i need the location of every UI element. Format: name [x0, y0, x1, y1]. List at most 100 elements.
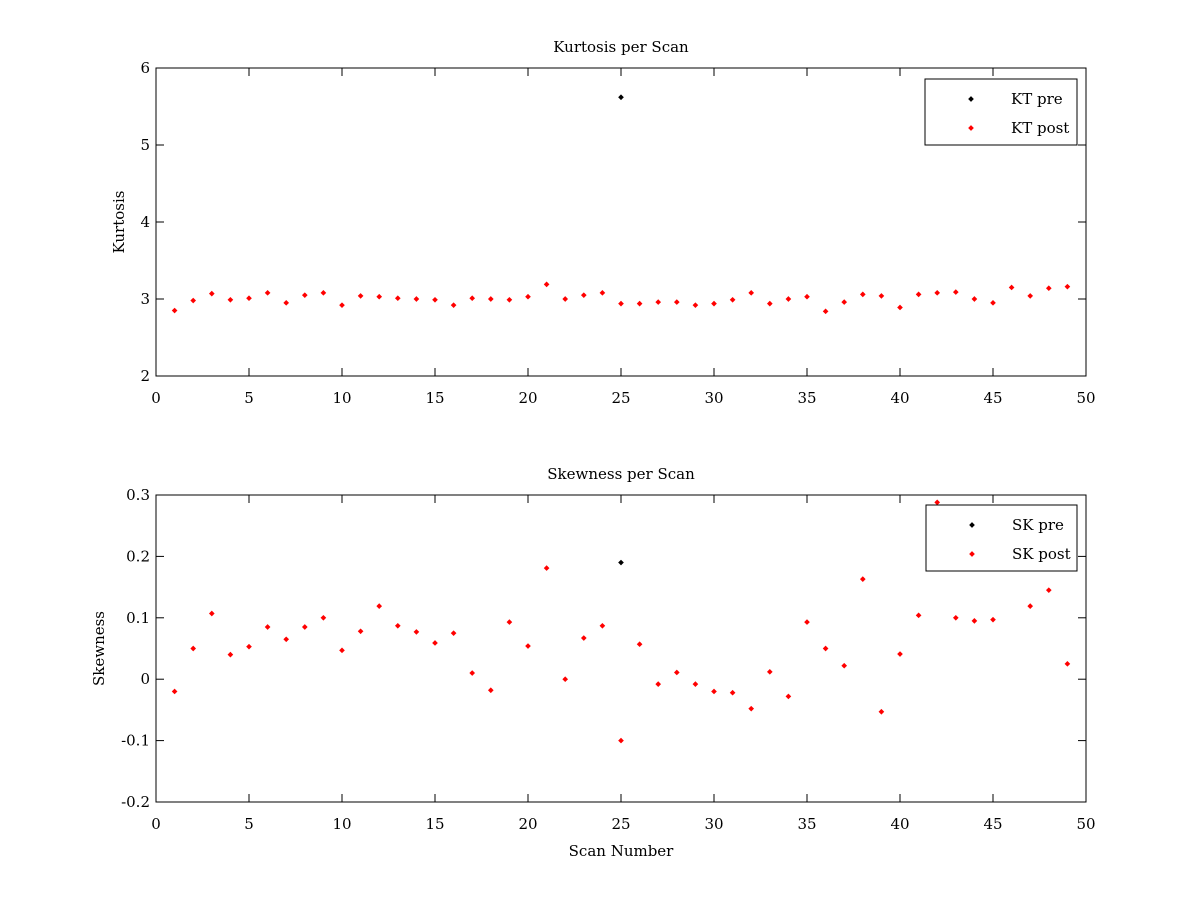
data-point	[711, 688, 717, 695]
data-point	[804, 293, 810, 300]
data-point	[562, 296, 569, 302]
chart-title: Kurtosis per Scan	[553, 38, 689, 56]
data-point	[990, 616, 996, 623]
data-point	[450, 302, 457, 308]
data-point	[320, 614, 327, 621]
data-point	[748, 290, 755, 296]
data-point	[952, 614, 959, 621]
legend-label: KT pre	[1011, 90, 1063, 108]
subplot-2: 0 5 10 15 20 25 30 35 40 45 50 -0.2 -0.1 0 0.1 0.2 0.3 Sk…	[90, 465, 1096, 860]
data-point	[636, 300, 643, 307]
data-point	[580, 635, 587, 641]
y-tick-label: 6	[140, 59, 150, 77]
data-point	[934, 499, 941, 506]
data-point	[562, 676, 569, 683]
data-point	[506, 296, 513, 303]
data-point	[915, 291, 922, 298]
data-point	[227, 296, 234, 303]
x-tick-label: 35	[797, 389, 816, 407]
data-point	[376, 603, 383, 609]
x-tick-label: 40	[890, 815, 909, 833]
data-point	[394, 295, 401, 302]
y-axis-label: Kurtosis	[110, 191, 128, 254]
data-point	[320, 290, 327, 296]
x-tick-label: 20	[518, 389, 537, 407]
data-point	[301, 624, 308, 630]
data-point	[301, 292, 308, 298]
data-point	[766, 669, 773, 675]
data-point	[618, 559, 624, 566]
data-point	[1045, 285, 1052, 292]
data-point	[971, 618, 978, 624]
data-point	[636, 641, 643, 648]
y-tick-label: 4	[140, 213, 150, 231]
data-point	[766, 300, 773, 307]
data-point	[190, 297, 197, 304]
data-point	[692, 302, 699, 308]
chart-title: Skewness per Scan	[547, 465, 695, 483]
data-point	[1027, 603, 1034, 609]
data-point	[990, 300, 996, 306]
data-point	[711, 300, 717, 307]
x-tick-label: 50	[1076, 389, 1095, 407]
x-tick-label: 0	[151, 815, 161, 833]
x-tick-label: 0	[151, 389, 161, 407]
legend-box	[925, 504, 1078, 572]
y-tick-label: 0.3	[126, 486, 150, 504]
x-tick-label: 15	[425, 815, 444, 833]
data-point	[506, 619, 513, 625]
data-point	[1045, 587, 1052, 593]
y-tick-label: 5	[140, 136, 150, 154]
data-point	[692, 681, 699, 687]
legend: KT pre KT post	[924, 78, 1078, 146]
data-point	[1008, 284, 1015, 291]
data-point	[432, 296, 438, 303]
data-point	[804, 619, 810, 625]
series-pre	[618, 94, 624, 101]
x-tick-label: 30	[704, 815, 723, 833]
x-tick-label: 40	[890, 389, 909, 407]
data-point	[1064, 661, 1071, 667]
x-tick-label: 10	[332, 389, 351, 407]
legend-marker	[968, 96, 974, 102]
data-point	[208, 610, 215, 617]
data-point	[450, 630, 457, 636]
data-point	[673, 669, 680, 676]
data-point	[227, 651, 234, 658]
x-tick-label: 45	[983, 815, 1002, 833]
legend-marker	[969, 522, 975, 528]
legend-label: SK post	[1012, 545, 1071, 563]
data-point	[432, 640, 438, 646]
legend-marker	[968, 125, 974, 131]
legend-label: KT post	[1011, 119, 1069, 137]
data-point	[525, 643, 531, 649]
data-point	[618, 300, 624, 307]
data-point	[1064, 283, 1071, 290]
data-point	[673, 299, 680, 305]
x-tick-label: 25	[611, 815, 630, 833]
data-point	[171, 307, 178, 314]
data-point	[785, 693, 792, 700]
data-point	[246, 295, 252, 302]
series-pre	[618, 559, 624, 566]
y-tick-label: 0.2	[126, 547, 150, 565]
series-post	[171, 281, 1071, 315]
data-point	[413, 296, 420, 302]
data-point	[283, 636, 290, 643]
data-point	[878, 708, 885, 715]
data-point	[618, 94, 624, 101]
data-point	[897, 651, 903, 657]
legend: SK pre SK post	[925, 504, 1078, 572]
data-point	[190, 645, 197, 652]
data-point	[822, 308, 829, 315]
data-point	[785, 296, 792, 302]
data-point	[394, 622, 401, 629]
x-tick-label: 35	[797, 815, 816, 833]
data-point	[339, 302, 345, 308]
data-point	[859, 576, 866, 582]
x-tick-label: 15	[425, 389, 444, 407]
data-point	[915, 612, 922, 619]
x-tick-label: 5	[244, 389, 254, 407]
data-point	[897, 304, 903, 311]
